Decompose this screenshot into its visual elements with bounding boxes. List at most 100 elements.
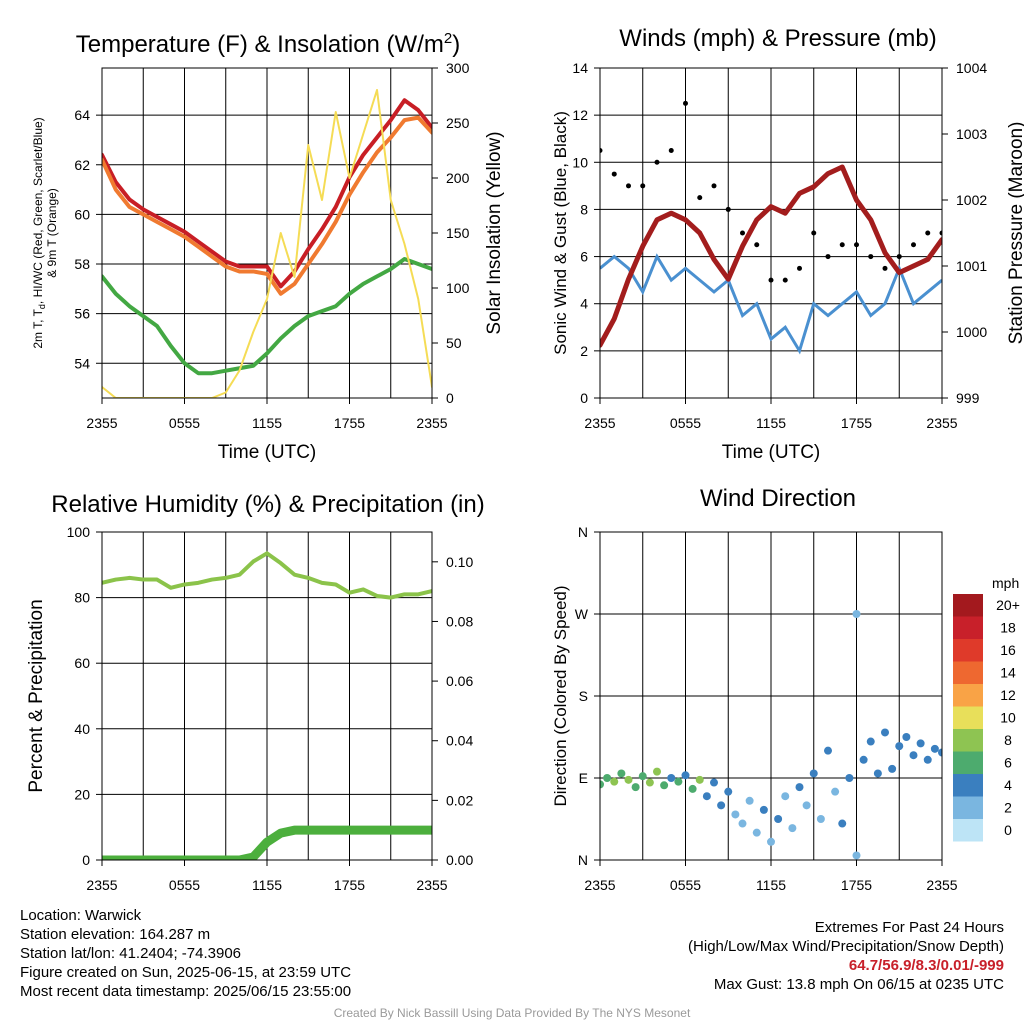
y-tick-label: 40 bbox=[74, 721, 90, 737]
y-tick-label: 56 bbox=[74, 306, 90, 322]
colorbar-title: mph bbox=[992, 575, 1019, 591]
direction-point bbox=[667, 774, 676, 782]
direction-point bbox=[702, 792, 711, 801]
x-tick-label: 1155 bbox=[756, 415, 786, 431]
x-tick-label: 2355 bbox=[416, 415, 447, 431]
gust-point bbox=[811, 230, 817, 236]
y2-tick-label: 0.06 bbox=[446, 673, 473, 689]
plot-area bbox=[600, 100, 942, 355]
y2-tick-label: 1003 bbox=[956, 126, 987, 142]
gust-point bbox=[611, 171, 617, 177]
x-tick-label: 0555 bbox=[670, 877, 701, 893]
extremes-heading: Extremes For Past 24 Hours bbox=[814, 919, 1004, 936]
x-tick-label: 2355 bbox=[926, 415, 957, 431]
direction-point bbox=[831, 787, 840, 796]
direction-point bbox=[788, 824, 797, 833]
direction-point bbox=[845, 774, 854, 782]
x-tick-label: 0555 bbox=[169, 415, 200, 431]
x-tick-label: 2355 bbox=[584, 415, 615, 431]
series-line bbox=[102, 89, 432, 398]
y-tick-label: N bbox=[578, 852, 588, 868]
direction-point bbox=[638, 772, 647, 781]
colorbar-label: 8 bbox=[1004, 732, 1012, 748]
x-tick-label: 1755 bbox=[841, 877, 872, 893]
direction-point bbox=[916, 739, 925, 748]
panel-1: Temperature (F) & Insolation (W/m2) 54 56 5… bbox=[31, 30, 505, 463]
direction-point bbox=[852, 851, 861, 860]
y-tick-label: 8 bbox=[580, 201, 588, 217]
direction-point bbox=[731, 810, 740, 819]
direction-point bbox=[752, 828, 761, 837]
colorbar-swatch bbox=[953, 751, 983, 774]
gust-point bbox=[854, 242, 859, 248]
y-tick-label: 14 bbox=[572, 60, 588, 76]
y2-tick-label: 1001 bbox=[956, 258, 987, 274]
x-tick-label: 2355 bbox=[86, 415, 117, 431]
colorbar-label: 18 bbox=[1000, 620, 1016, 636]
series-line bbox=[600, 164, 942, 348]
direction-point bbox=[631, 783, 640, 792]
y-axis-label: Sonic Wind & Gust (Blue, Black) bbox=[551, 111, 570, 355]
chart-title: Temperature (F) & Insolation (W/m2) bbox=[76, 30, 460, 58]
gust-point bbox=[896, 254, 902, 260]
direction-point bbox=[603, 774, 612, 782]
direction-point bbox=[774, 815, 783, 823]
y2-tick-label: 0.02 bbox=[446, 792, 473, 808]
direction-point bbox=[717, 801, 726, 810]
gust-point bbox=[626, 183, 631, 189]
y-tick-label: S bbox=[579, 688, 588, 704]
chart-title: Relative Humidity (%) & Precipitation (i… bbox=[51, 491, 484, 518]
colorbar-swatch bbox=[953, 594, 983, 617]
y-tick-label: 4 bbox=[580, 296, 588, 312]
y-tick-label: 62 bbox=[74, 157, 90, 173]
y-axis-label: 2m T, Td, HI/WC (Red, Green, Scarlet/Blu… bbox=[31, 117, 47, 348]
x-tick-label: 2355 bbox=[584, 877, 615, 893]
extremes-info: Extremes For Past 24 Hours (High/Low/Max… bbox=[688, 918, 1004, 994]
gust-point bbox=[868, 254, 874, 260]
x-tick-label: 2355 bbox=[416, 877, 447, 893]
elevation-text: Station elevation: 164.287 m bbox=[20, 926, 211, 943]
plot-frame bbox=[599, 531, 943, 861]
direction-point bbox=[923, 755, 932, 764]
y-tick-label: 12 bbox=[572, 107, 588, 123]
series-line bbox=[102, 257, 432, 376]
direction-point bbox=[816, 815, 825, 823]
direction-point bbox=[852, 610, 861, 618]
y2-tick-label: 0.10 bbox=[446, 554, 473, 570]
gust-point bbox=[668, 148, 674, 153]
direction-point bbox=[681, 771, 690, 780]
series-line bbox=[600, 253, 942, 355]
direction-point bbox=[802, 801, 811, 810]
plot-area bbox=[600, 610, 942, 860]
direction-point bbox=[688, 784, 697, 793]
direction-point bbox=[645, 778, 654, 787]
gust-point bbox=[782, 277, 788, 283]
latlon-text: Station lat/lon: 41.2404; -74.3906 bbox=[20, 945, 242, 962]
location-text: Location: Warwick bbox=[20, 907, 142, 924]
direction-point bbox=[909, 751, 918, 760]
y-tick-label: 54 bbox=[74, 355, 90, 371]
colorbar-swatch bbox=[953, 796, 983, 819]
y2-tick-label: 50 bbox=[446, 335, 462, 351]
gust-point bbox=[925, 230, 931, 236]
direction-point bbox=[624, 775, 633, 784]
y-tick-label: 6 bbox=[580, 249, 588, 265]
colorbar-label: 4 bbox=[1004, 777, 1012, 793]
direction-point bbox=[653, 767, 661, 776]
credit-text: Created By Nick Bassill Using Data Provi… bbox=[333, 1006, 691, 1020]
gust-point bbox=[683, 100, 688, 106]
colorbar-swatch bbox=[953, 774, 983, 797]
y2-tick-label: 0.08 bbox=[446, 613, 473, 629]
direction-point bbox=[660, 781, 669, 790]
series-line bbox=[102, 115, 432, 296]
y2-tick-label: 300 bbox=[446, 60, 470, 76]
x-tick-label: 1755 bbox=[334, 877, 365, 893]
plot-area bbox=[102, 551, 432, 860]
plot-frame bbox=[101, 531, 433, 861]
y2-tick-label: 250 bbox=[446, 115, 470, 131]
colorbar-label: 16 bbox=[1000, 642, 1016, 658]
direction-point bbox=[824, 746, 832, 755]
gust-point bbox=[654, 159, 660, 165]
colorbar-swatch bbox=[953, 639, 983, 662]
colorbar: mph 20+ 18 16 14 12 10 8 6 4 2 0 bbox=[953, 575, 1020, 842]
